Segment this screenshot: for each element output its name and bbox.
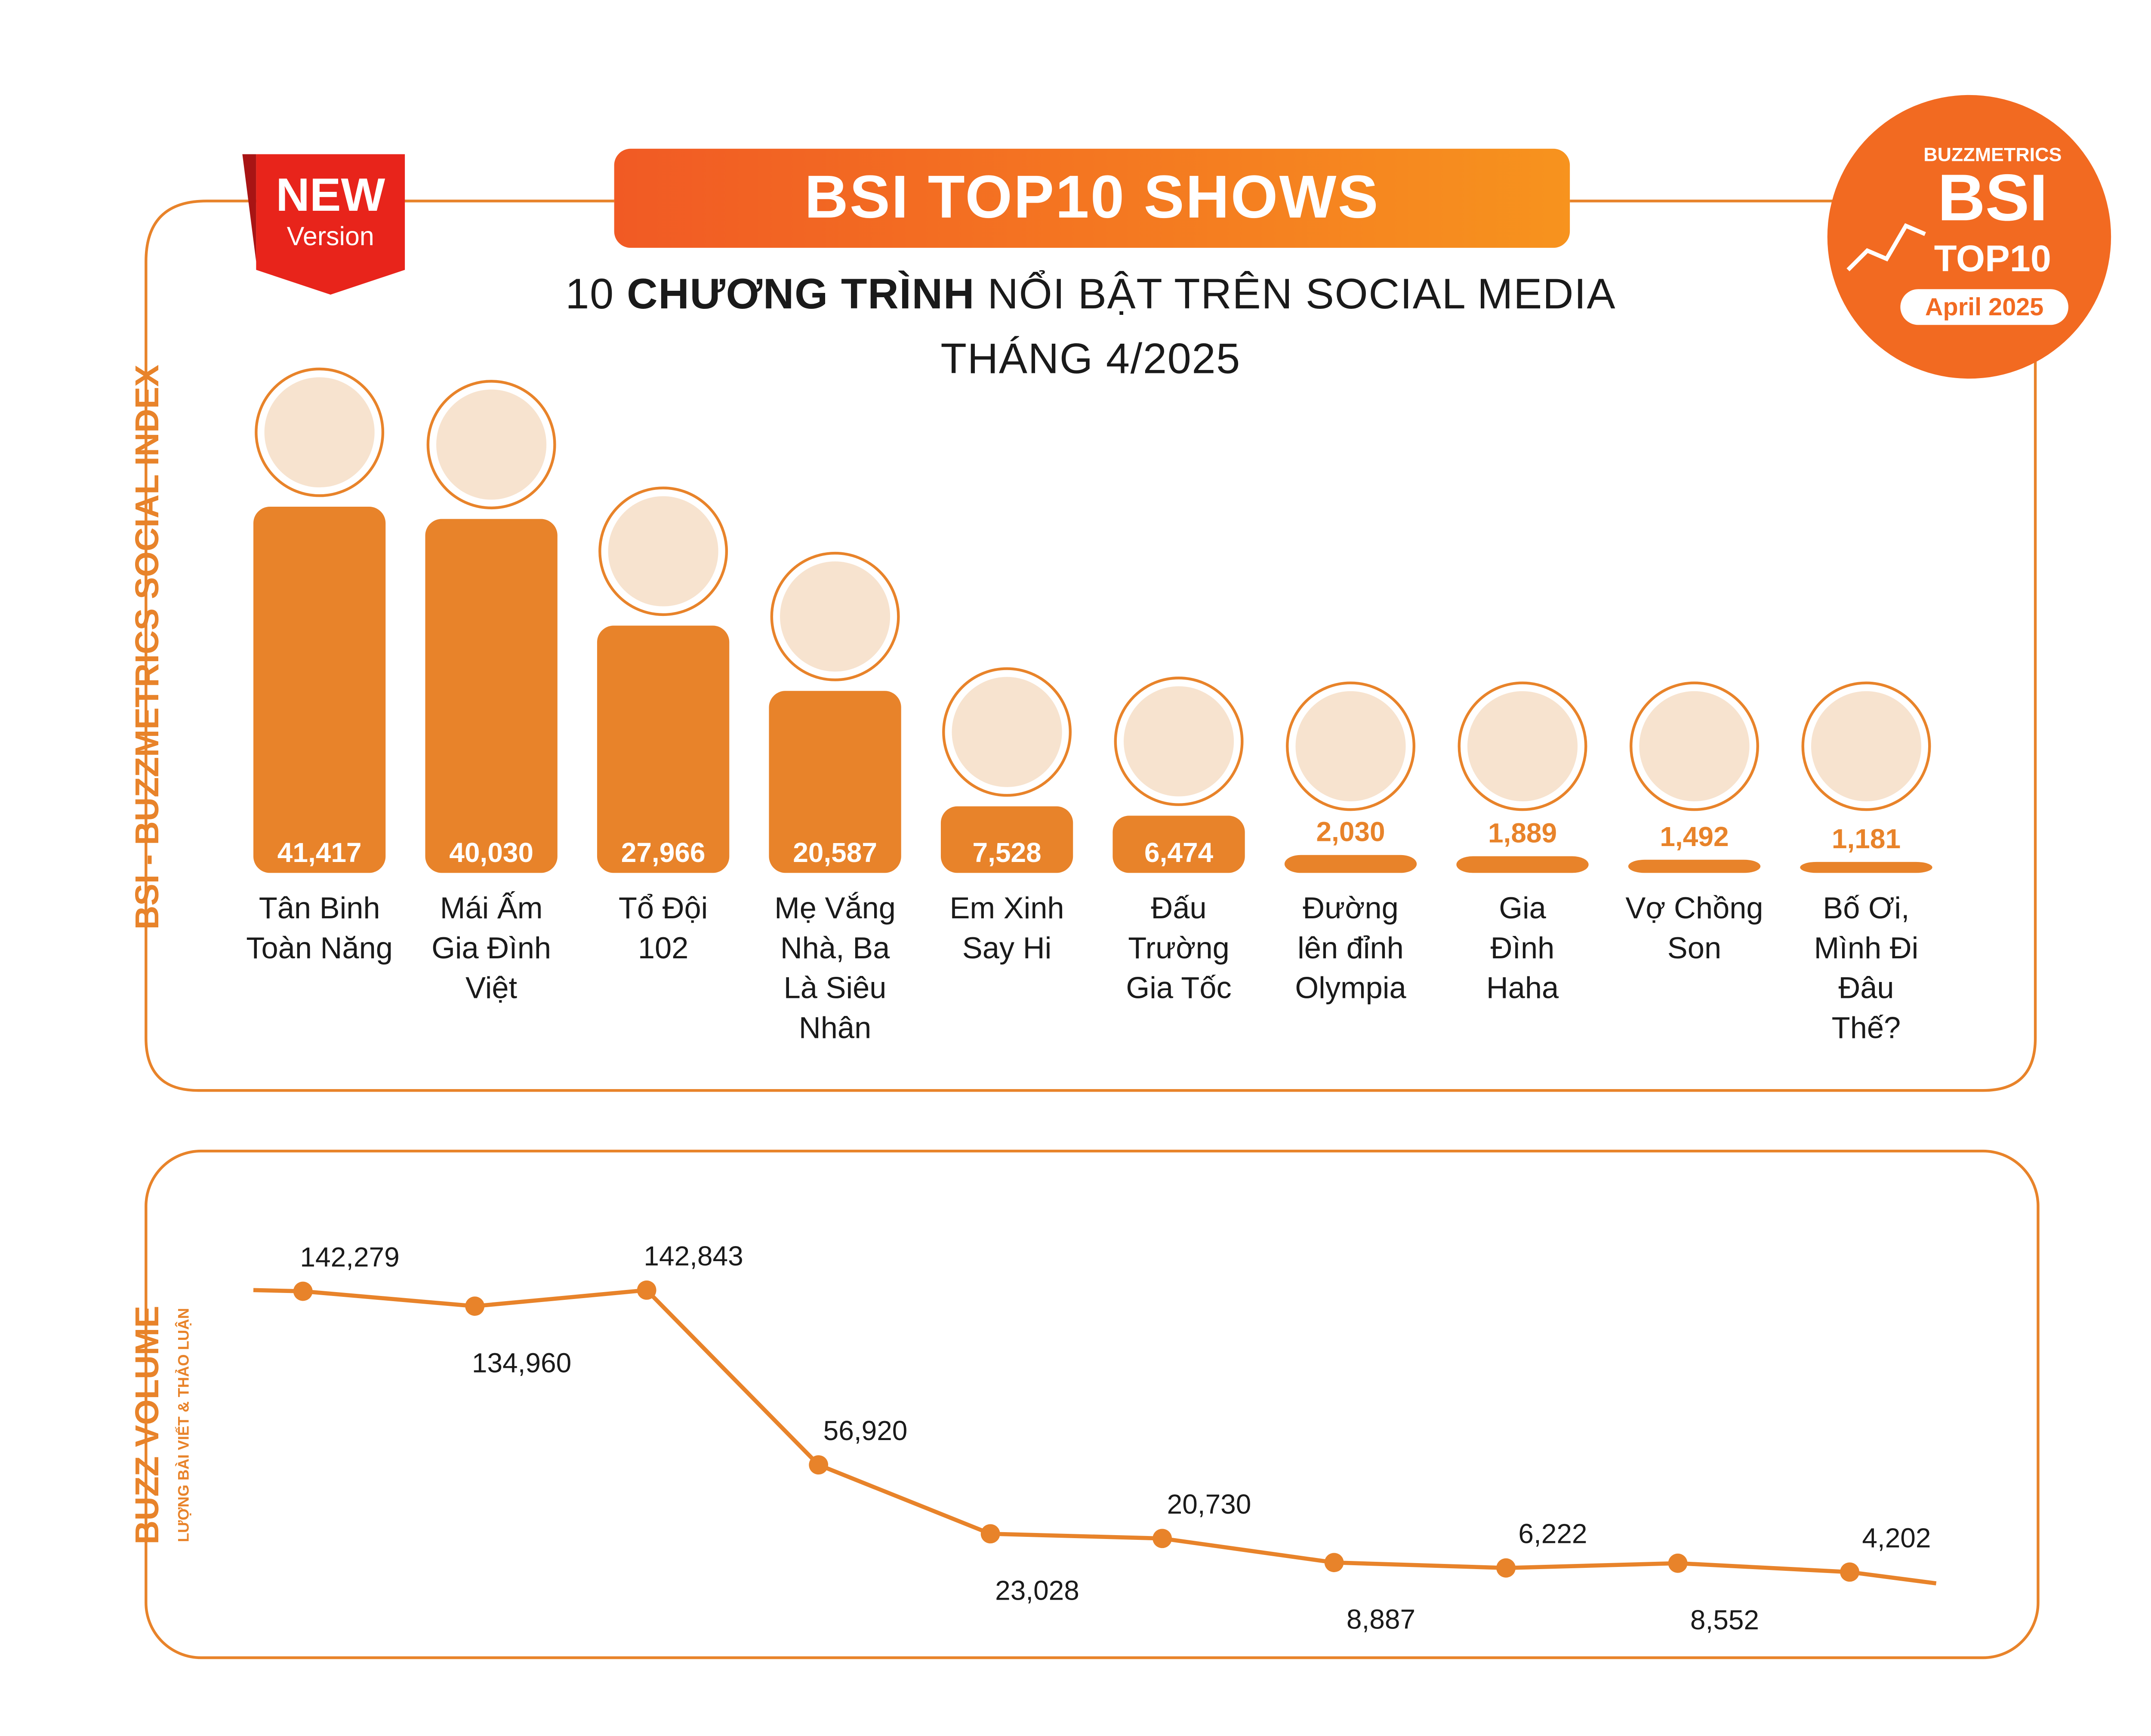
- subtitle: 10 CHƯƠNG TRÌNH NỔI BẬT TRÊN SOCIAL MEDI…: [413, 270, 1768, 319]
- buzz-value-label: 20,730: [1167, 1489, 1251, 1520]
- badge-fold: [242, 154, 256, 262]
- bar: [769, 691, 901, 873]
- category-label: Em Xinh Say Hi: [949, 891, 1064, 965]
- bar-value-label: 1,492: [1660, 821, 1729, 852]
- category-label: Đấu Trường Gia Tốc: [1126, 891, 1232, 1005]
- buzz-value-label: 23,028: [995, 1575, 1079, 1606]
- bar-value-label: 2,030: [1316, 816, 1385, 847]
- brand-top: TOP10: [1934, 238, 2051, 280]
- bar-value-label: 6,474: [1144, 837, 1214, 868]
- brand-spark-line: [1846, 223, 1926, 271]
- show-logo-inner-icon: [952, 677, 1062, 787]
- bar-value-label: 40,030: [449, 837, 533, 868]
- buzz-value-label: 8,552: [1690, 1604, 1759, 1635]
- buzz-point: [1324, 1553, 1344, 1573]
- buzz-value-label: 142,279: [300, 1241, 399, 1272]
- buzz-point: [1496, 1558, 1516, 1578]
- category-label: Vợ Chồng Son: [1625, 891, 1763, 965]
- new-badge: NEW Version: [259, 168, 402, 253]
- bar-value-label: 1,181: [1832, 823, 1901, 854]
- bsi-bars: 41,417 40,030 27,966 20,587 7,528 6,474 2,030 1…: [253, 506, 1932, 873]
- show-logo-inner-icon: [1639, 691, 1750, 801]
- page-title: BSI TOP10 SHOWS: [614, 148, 1570, 248]
- subtitle-line2: THÁNG 4/2025: [940, 334, 1241, 383]
- line-axis-sublabel: LƯỢNG BÀI VIẾT & THẢO LUẬN: [176, 1308, 193, 1542]
- bar: [597, 625, 730, 873]
- bar: [1800, 862, 1932, 873]
- category-label: Mẹ Vắng Nhà, Ba Là Siêu Nhân: [774, 891, 896, 1045]
- buzz-series-line: [253, 1288, 1937, 1585]
- subtitle-bold: CHƯƠNG TRÌNH: [627, 270, 975, 318]
- brand-period: April 2025: [1925, 293, 2044, 321]
- bar: [1628, 859, 1761, 873]
- bar: [253, 506, 386, 873]
- subtitle-rest: NỔI BẬT TRÊN SOCIAL MEDIA: [987, 270, 1616, 318]
- bar-value-label: 1,889: [1488, 818, 1557, 849]
- new-badge-shape: [256, 154, 405, 295]
- brand-big: BSI: [1937, 162, 2048, 236]
- bar: [940, 806, 1073, 873]
- badge-new-text: NEW: [276, 169, 385, 222]
- show-logo-inner-icon: [1467, 691, 1578, 801]
- brand-period-pill: [1900, 289, 2068, 325]
- category-label: Bố Ơi, Mình Đi Đâu Thế?: [1814, 891, 1919, 1045]
- show-logo-inner-icon: [608, 496, 718, 606]
- bar-axis-label: BSI - BUZZMETRICS SOCIAL INDEX: [129, 364, 167, 930]
- bar: [1112, 816, 1245, 873]
- badge-version-text: Version: [287, 223, 374, 252]
- buzz-value-label: 6,222: [1518, 1518, 1587, 1549]
- buzz-value-label: 56,920: [823, 1415, 908, 1446]
- buzz-value-label: 8,887: [1347, 1604, 1415, 1634]
- subtitle-prefix: 10: [565, 270, 614, 318]
- bar-value-label: 20,587: [793, 837, 877, 868]
- bar-value-label: 7,528: [972, 837, 1041, 868]
- category-label: Gia Đình Haha: [1486, 891, 1559, 1005]
- buzz-point: [809, 1455, 829, 1475]
- buzz-line: 142,279 134,960 142,843 56,920 23,028 20,730 8…: [253, 1240, 1937, 1635]
- bottom-panel-border: [145, 1149, 2040, 1659]
- show-logo-inner-icon: [1811, 691, 1922, 801]
- show-logo-inner-icon: [780, 561, 891, 672]
- show-logos: [255, 367, 1931, 811]
- buzz-value-label: 134,960: [472, 1347, 571, 1378]
- buzz-point: [1153, 1529, 1172, 1548]
- bar: [1456, 856, 1589, 873]
- bar-value-label: 41,417: [277, 837, 362, 868]
- category-label: Đường lên đỉnh Olympia: [1295, 891, 1406, 1005]
- bar: [1284, 855, 1417, 873]
- buzz-point: [1840, 1562, 1859, 1582]
- bar-value-label: 27,966: [621, 837, 706, 868]
- brand-name: BUZZMETRICS: [1923, 143, 2062, 166]
- show-logo-inner-icon: [264, 377, 375, 488]
- buzz-point: [1668, 1553, 1688, 1573]
- buzz-value-label: 4,202: [1862, 1522, 1931, 1553]
- show-logo-inner-icon: [1124, 686, 1234, 797]
- show-logo-inner-icon: [436, 389, 547, 500]
- buzz-point: [980, 1524, 1000, 1544]
- show-logo-inner-icon: [1295, 691, 1406, 801]
- buzz-value-label: 142,843: [644, 1240, 743, 1271]
- category-label: Tân Binh Toàn Năng: [246, 891, 393, 965]
- category-label: Tổ Đội 102: [618, 891, 708, 965]
- buzz-point: [465, 1296, 485, 1316]
- bar: [425, 519, 558, 873]
- buzz-point: [637, 1280, 656, 1300]
- category-label: Mái Ấm Gia Đình Việt: [431, 891, 552, 1005]
- buzz-point: [293, 1281, 313, 1301]
- line-axis-label: BUZZ VOLUME: [129, 1305, 167, 1545]
